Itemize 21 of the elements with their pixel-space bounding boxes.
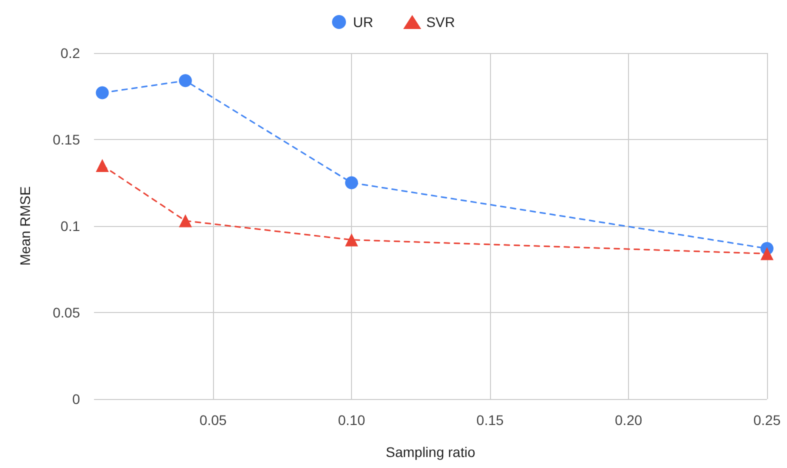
point bbox=[96, 158, 109, 172]
y-tick-label: 0.2 bbox=[60, 45, 80, 61]
x-tick-label: 0.25 bbox=[753, 412, 781, 428]
x-tick-label: 0.10 bbox=[338, 412, 366, 428]
x-tick-label: 0.15 bbox=[476, 412, 504, 428]
y-tick-label: 0.1 bbox=[60, 218, 80, 234]
x-axis-title: Sampling ratio bbox=[386, 444, 476, 460]
point bbox=[760, 247, 774, 260]
legend-label: SVR bbox=[426, 14, 456, 30]
y-tick-label: 0.05 bbox=[52, 304, 80, 320]
y-axis-title: Mean RMSE bbox=[17, 186, 33, 266]
x-tick-label: 0.20 bbox=[614, 412, 642, 428]
legend-label: UR bbox=[352, 14, 374, 30]
point bbox=[345, 233, 358, 246]
x-tick-label: 0.05 bbox=[199, 412, 227, 428]
point bbox=[178, 74, 192, 88]
y-tick-label: 0 bbox=[72, 391, 80, 407]
point bbox=[345, 176, 358, 190]
point bbox=[178, 214, 192, 228]
y-tick-label: 0.15 bbox=[52, 132, 80, 148]
point bbox=[96, 86, 109, 100]
